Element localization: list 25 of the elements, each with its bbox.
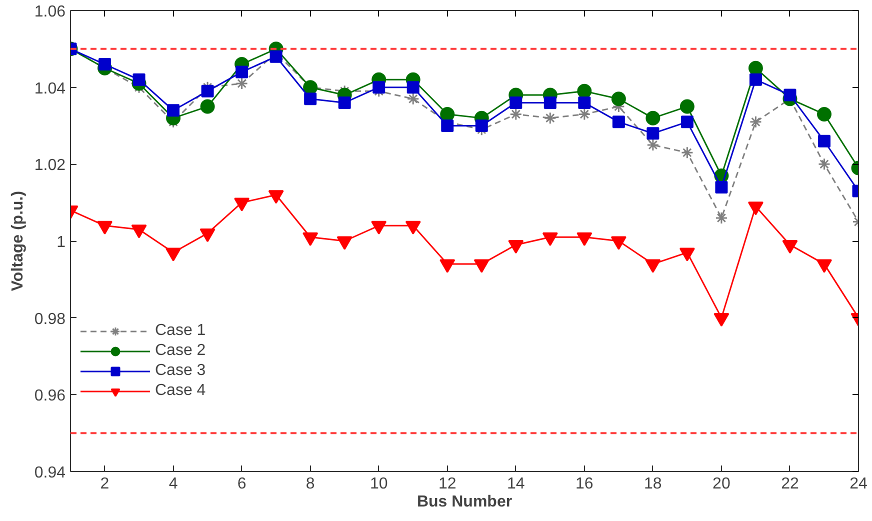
- x-tick-label: 16: [576, 476, 594, 492]
- x-tick-label: 4: [168, 476, 178, 492]
- y-axis-title: Voltage (p.u.): [9, 190, 26, 292]
- x-tick-label: 22: [781, 476, 799, 492]
- legend-label: Case 2: [155, 342, 206, 360]
- x-tick-label: 10: [370, 476, 388, 492]
- x-tick-label: 2: [100, 476, 110, 492]
- y-tick-label: 0.96: [34, 388, 66, 405]
- x-tick-label: 6: [237, 476, 246, 492]
- y-tick-label: 0.94: [34, 464, 66, 482]
- y-tick-label: 1.04: [34, 80, 66, 98]
- x-tick-label: 14: [506, 476, 525, 492]
- x-tick-label: 12: [438, 476, 456, 492]
- x-tick-label: 8: [306, 476, 315, 492]
- y-tick-label: 1: [56, 234, 66, 251]
- x-tick-label: 20: [712, 476, 730, 492]
- legend-label: Case 4: [155, 382, 206, 400]
- x-tick-label: 18: [644, 476, 662, 492]
- y-tick-label: 1.02: [34, 157, 66, 174]
- legend-label: Case 1: [155, 322, 206, 340]
- y-tick-label: 1.06: [34, 4, 66, 20]
- legend-label: Case 3: [155, 362, 206, 380]
- x-tick-label: 24: [850, 476, 868, 492]
- y-tick-label: 0.98: [34, 310, 66, 328]
- x-axis-title: Bus Number: [416, 494, 512, 510]
